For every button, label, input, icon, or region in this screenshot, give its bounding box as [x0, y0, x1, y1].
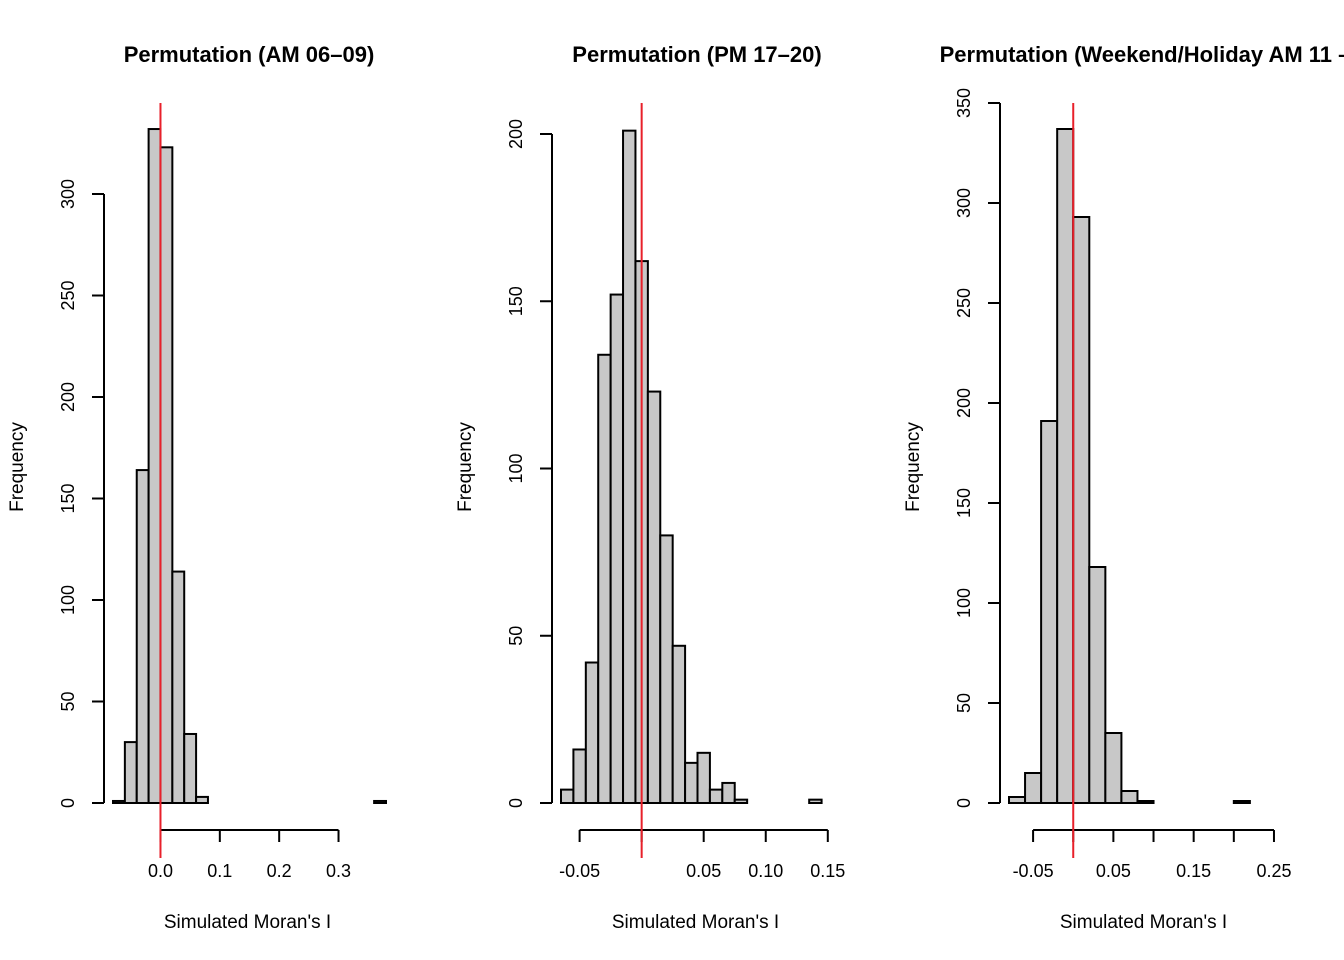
chart-title: Permutation (AM 06–09): [124, 42, 375, 67]
y-tick-label: 200: [58, 382, 78, 412]
histogram-bar: [373, 799, 387, 804]
histogram-bar: [1072, 216, 1091, 804]
histogram-bar: [135, 469, 150, 804]
y-tick-label: 100: [58, 585, 78, 615]
histogram-bar: [560, 788, 575, 804]
histogram-bar: [708, 788, 724, 804]
histogram-bar: [684, 761, 699, 804]
histogram-bar: [1136, 800, 1155, 804]
histogram-bar: [808, 798, 823, 805]
chart-title: Permutation (Weekend/Holiday AM 11 –: [940, 42, 1344, 67]
histogram-bar: [1120, 790, 1139, 804]
y-tick-label: 150: [58, 483, 78, 513]
x-tick-label: 0.0: [148, 861, 173, 881]
histogram-bar: [597, 353, 612, 804]
histogram-bar: [696, 751, 711, 805]
x-tick-label: -0.05: [559, 861, 600, 881]
x-tick-label: 0.10: [748, 861, 783, 881]
y-tick-label: 50: [58, 691, 78, 711]
histogram-bar: [572, 748, 587, 804]
histogram-bar: [123, 741, 138, 804]
histogram-bar: [1008, 796, 1027, 804]
y-tick-label: 0: [954, 798, 974, 808]
histogram-panel-am: Permutation (AM 06–09) 0 50 100 150 200 250 300…: [7, 42, 387, 933]
y-axis-label: Frequency: [903, 422, 924, 512]
histogram-bar: [1088, 566, 1107, 804]
histogram-bar: [1056, 128, 1075, 804]
y-tick-label: 200: [954, 388, 974, 418]
histogram-bar: [171, 570, 186, 805]
y-tick-label: 100: [954, 588, 974, 618]
x-tick-label: 0.15: [810, 861, 845, 881]
histogram-panel-pm: Permutation (PM 17–20) 0 50 100 150 200 -0.05 0…: [455, 42, 845, 933]
histogram-panel-weekend: Permutation (Weekend/Holiday AM 11 – 0 50 1…: [903, 42, 1344, 933]
y-tick-label: 100: [506, 453, 526, 483]
y-tick-label: 250: [954, 288, 974, 318]
y-tick-label: 150: [954, 488, 974, 518]
x-tick-label: 0.05: [686, 861, 721, 881]
x-axis-label: Simulated Moran's I: [612, 912, 779, 933]
histogram-bar: [183, 732, 198, 804]
y-tick-label: 350: [954, 88, 974, 118]
y-tick-label: 50: [954, 693, 974, 713]
histogram-bar: [609, 293, 625, 804]
x-axis-label: Simulated Moran's I: [164, 912, 331, 933]
x-tick-label: -0.05: [1013, 861, 1054, 881]
x-tick-label: 0.3: [326, 861, 351, 881]
y-axis-label: Frequency: [455, 422, 476, 512]
histogram-bar: [1232, 800, 1251, 804]
x-tick-label: 0.25: [1256, 861, 1291, 881]
y-tick-label: 0: [58, 798, 78, 808]
x-tick-label: 0.15: [1176, 861, 1211, 881]
histogram-bar: [159, 146, 174, 804]
histogram-bar: [659, 534, 674, 805]
histogram-bar: [622, 129, 637, 804]
x-tick-label: 0.05: [1096, 861, 1131, 881]
histogram-bar: [671, 644, 687, 804]
y-tick-label: 150: [506, 286, 526, 316]
x-axis-label: Simulated Moran's I: [1060, 912, 1227, 933]
histogram-bar: [1024, 772, 1043, 804]
histogram-bar: [112, 799, 126, 804]
y-tick-label: 300: [954, 188, 974, 218]
histogram-bar: [1040, 420, 1059, 804]
y-tick-label: 50: [506, 626, 526, 646]
x-tick-label: 0.1: [207, 861, 232, 881]
histogram-bar: [1104, 732, 1123, 804]
y-tick-label: 250: [58, 280, 78, 310]
histogram-bar: [733, 798, 749, 805]
y-tick-label: 200: [506, 119, 526, 149]
y-axis-label: Frequency: [7, 422, 28, 512]
histogram-bar: [195, 795, 209, 804]
histogram-bar: [721, 781, 736, 804]
histogram-bar: [584, 661, 600, 805]
y-tick-label: 0: [506, 798, 526, 808]
chart-title: Permutation (PM 17–20): [572, 42, 821, 67]
y-tick-label: 300: [58, 179, 78, 209]
histogram-bar: [147, 128, 162, 805]
histogram-bar: [646, 390, 662, 804]
x-tick-label: 0.2: [267, 861, 292, 881]
